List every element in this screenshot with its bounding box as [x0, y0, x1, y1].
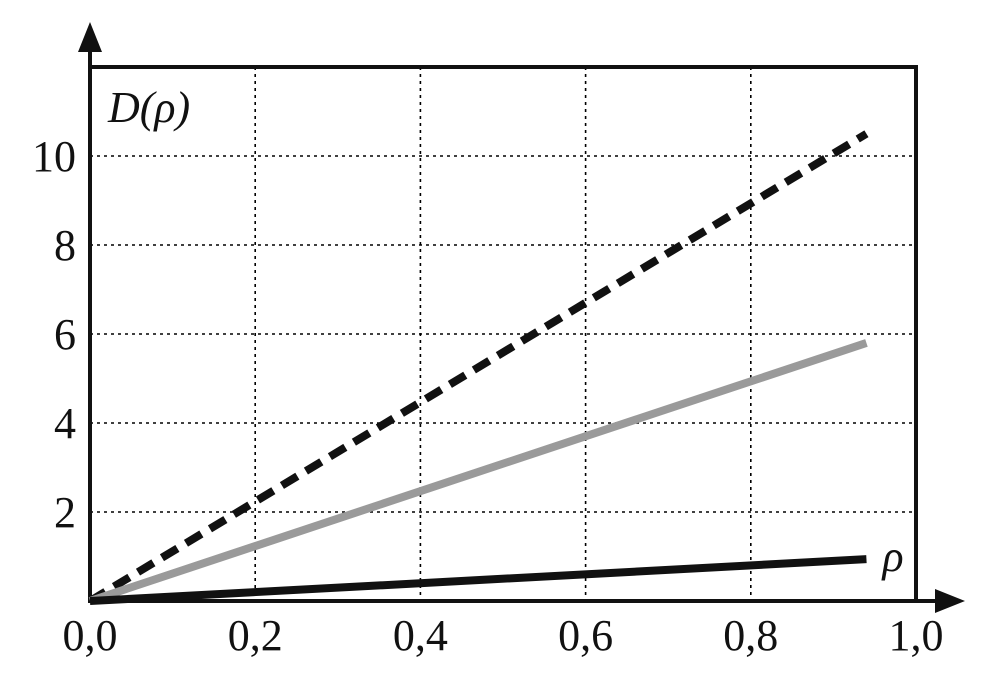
x-tick-label: 0,8 — [723, 611, 778, 660]
y-tick-label: 6 — [54, 310, 76, 359]
x-tick-label: 1,0 — [889, 611, 944, 660]
x-axis-arrow-icon — [935, 589, 965, 613]
x-tick-labels: 0,0 0,2 0,4 0,6 0,8 1,0 — [63, 611, 944, 660]
y-axis-title: D(ρ) — [107, 83, 190, 132]
series-label: ρ — [880, 532, 903, 581]
series-line-3 — [89, 555, 867, 605]
series-line-1 — [87, 130, 869, 605]
y-axis-arrow-icon — [78, 22, 102, 52]
x-tick-label: 0,4 — [393, 611, 448, 660]
y-tick-labels: 2 4 6 8 10 — [32, 132, 76, 537]
y-tick-label: 8 — [54, 221, 76, 270]
x-tick-label: 0,2 — [228, 611, 283, 660]
series-line-2 — [88, 339, 868, 605]
series-layer: ρ — [87, 130, 904, 605]
x-tick-label: 0,6 — [558, 611, 613, 660]
grid — [90, 67, 916, 601]
y-tick-label: 4 — [54, 399, 76, 448]
y-tick-label: 2 — [54, 488, 76, 537]
y-tick-label: 10 — [32, 132, 76, 181]
x-tick-label: 0,0 — [63, 611, 118, 660]
